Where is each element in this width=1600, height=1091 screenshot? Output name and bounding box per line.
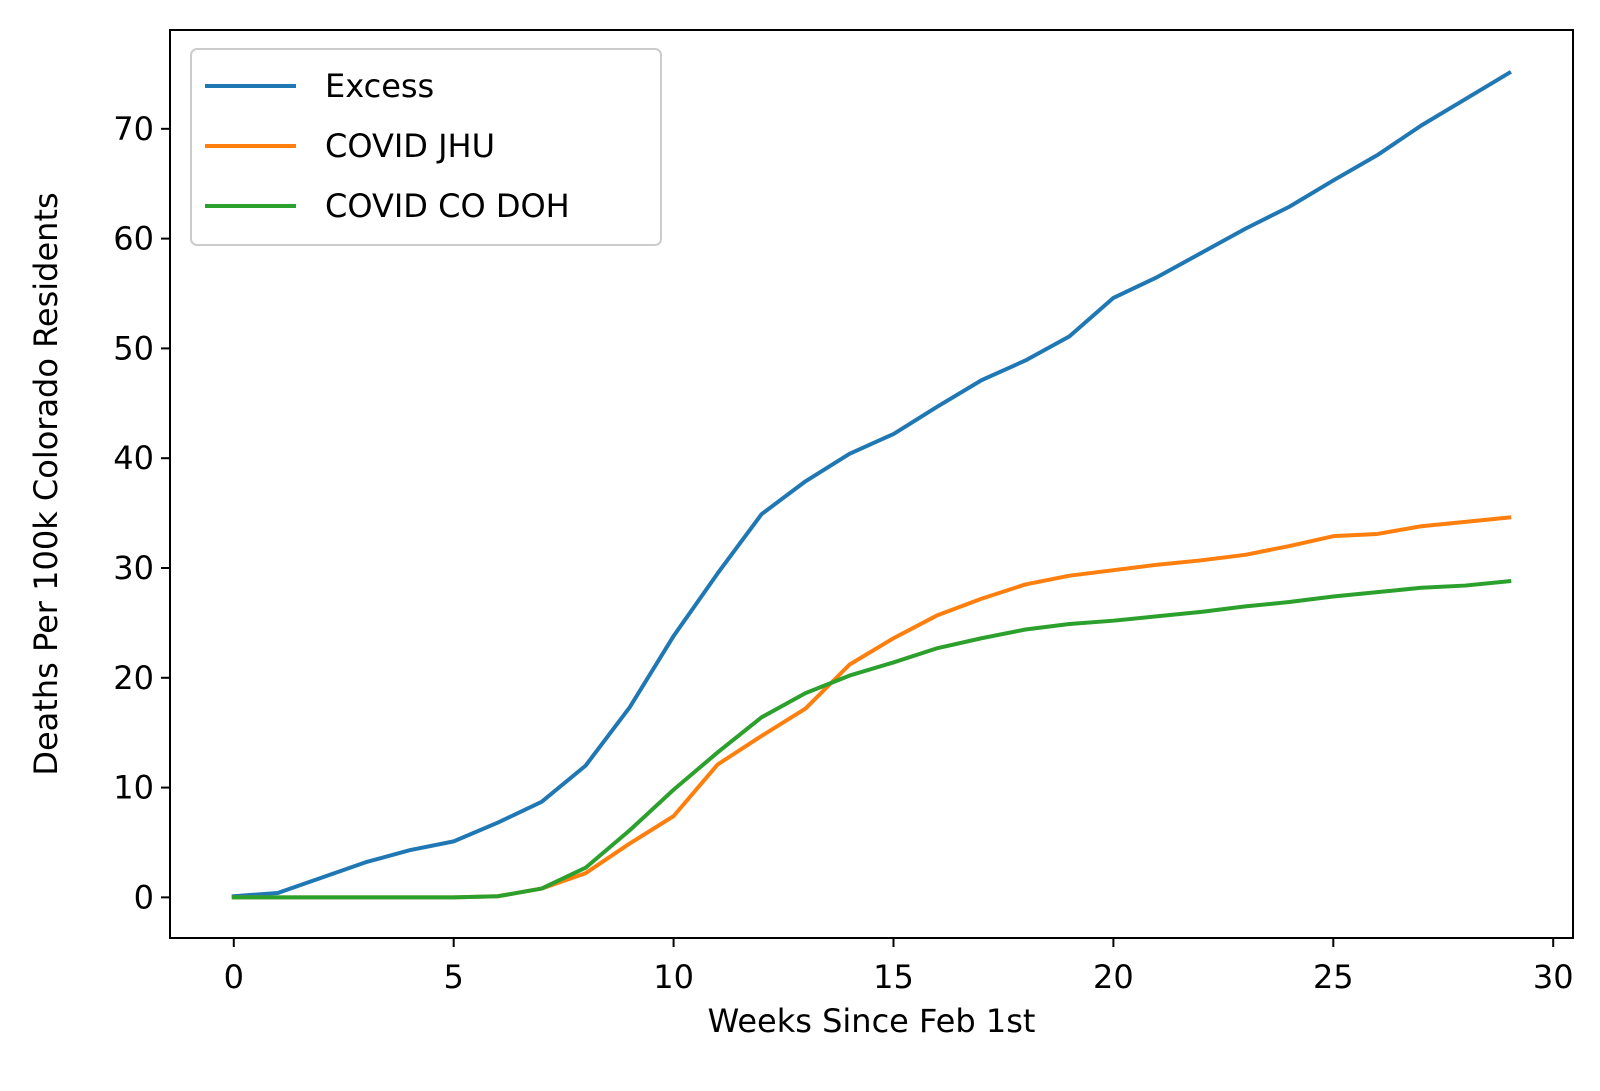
- y-tick-label: 30: [113, 549, 154, 587]
- y-tick-label: 20: [113, 659, 154, 697]
- x-tick-label: 20: [1093, 958, 1134, 996]
- x-tick-label: 10: [653, 958, 694, 996]
- x-tick-label: 5: [443, 958, 463, 996]
- legend-box: [190, 48, 662, 246]
- series-line-covid-co-doh: [231, 578, 1512, 900]
- x-tick-label: 0: [224, 958, 244, 996]
- legend-label: COVID JHU: [325, 127, 495, 165]
- y-tick-label: 50: [113, 329, 154, 367]
- plot-frame: [169, 29, 1574, 939]
- legend-label: Excess: [325, 67, 434, 105]
- x-axis-label: Weeks Since Feb 1st: [708, 1002, 1036, 1040]
- y-tick-label: 40: [113, 439, 154, 477]
- x-tick-label: 30: [1533, 958, 1574, 996]
- y-tick-label: 10: [113, 769, 154, 807]
- y-tick-label: 60: [113, 220, 154, 258]
- series-line-excess: [231, 70, 1512, 899]
- y-tick-label: 70: [113, 110, 154, 148]
- y-axis-label: Deaths Per 100k Colorado Residents: [27, 192, 65, 775]
- legend: Excess COVID JHU COVID CO DOH: [190, 48, 662, 246]
- y-tick-label: 0: [134, 878, 154, 916]
- x-tick-label: 25: [1313, 958, 1354, 996]
- axes-layer: 0 5 10 15 20 25 30 0 10 20 30 40 50 60 70: [113, 29, 1574, 996]
- legend-label: COVID CO DOH: [325, 187, 570, 225]
- x-tick-label: 15: [873, 958, 914, 996]
- series-layer: [231, 70, 1512, 900]
